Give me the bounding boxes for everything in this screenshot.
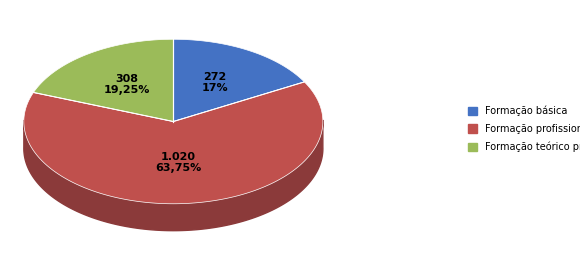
Polygon shape	[24, 82, 323, 204]
Text: 272
17%: 272 17%	[202, 72, 229, 93]
Text: 308
19,25%: 308 19,25%	[103, 74, 150, 95]
Polygon shape	[24, 120, 323, 231]
Text: 1.020
63,75%: 1.020 63,75%	[155, 152, 202, 173]
Polygon shape	[34, 39, 173, 122]
Polygon shape	[173, 39, 304, 122]
Legend: Formação básica, Formação profissional, Formação teórico prática: Formação básica, Formação profissional, …	[464, 102, 580, 156]
